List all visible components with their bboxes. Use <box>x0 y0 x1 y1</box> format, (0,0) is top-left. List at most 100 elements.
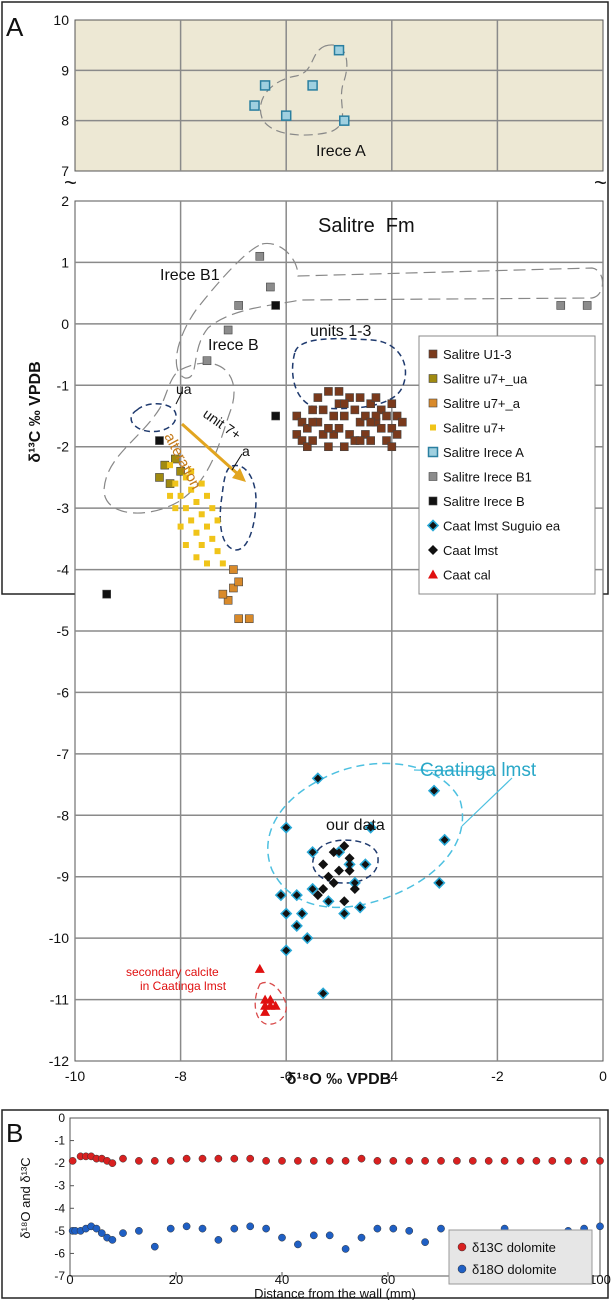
salitre-irece-b-point <box>271 301 280 310</box>
salitre-irece-b-point <box>155 436 164 445</box>
irece-a-point <box>249 100 260 111</box>
d13c-point <box>453 1157 461 1165</box>
caatinga-callout-1 <box>413 769 491 773</box>
salitre-u7--point <box>219 560 226 567</box>
d18o-point <box>421 1238 429 1246</box>
d18o-point <box>357 1233 366 1242</box>
legend-b-marker <box>457 1242 467 1252</box>
salitre-u7-a-point <box>244 614 254 624</box>
lower-y-tick-label: 2 <box>61 193 69 209</box>
salitre-u1-3-point <box>313 393 323 402</box>
caat-lmst-point <box>312 890 323 901</box>
d13c-point <box>294 1157 302 1165</box>
ua-envelope <box>130 403 177 433</box>
legend-a-marker <box>427 446 439 458</box>
salitre-u1-3-point <box>355 436 365 445</box>
lower-y-tick-label: 0 <box>61 316 69 332</box>
salitre-u1-3-point <box>297 436 307 445</box>
d13c-point <box>150 1157 159 1165</box>
caat-lmst-point <box>339 896 350 907</box>
caat-lmst-point <box>344 865 355 876</box>
panel-b-y-tick-label: -7 <box>54 1269 65 1283</box>
lower-y-tick-label: -2 <box>57 439 70 455</box>
salitre-u7--point <box>193 554 200 561</box>
caat-cal-point <box>260 1000 271 1010</box>
irece-a-point <box>280 110 292 121</box>
salitre-u7--point <box>193 499 200 505</box>
caat-cal-point <box>254 963 265 973</box>
d13c-point <box>325 1157 334 1165</box>
salitre-irece-b1-point <box>202 356 212 366</box>
legend-a-label: Salitre Irece B <box>443 494 525 509</box>
caat-cal-point <box>260 1006 271 1016</box>
panel-b-y-tick-label: -2 <box>54 1156 65 1170</box>
d13c-point <box>278 1157 286 1165</box>
lower-x-tick-label: -8 <box>174 1068 187 1084</box>
caat-lmst-suguio-ea-point <box>338 907 351 920</box>
salitre-u1-3-point <box>387 442 397 452</box>
d13c-point <box>405 1157 414 1165</box>
salitre-u1-3-point <box>329 430 339 439</box>
panel-b-x-tick-label: 20 <box>169 1272 183 1287</box>
salitre-u1-3-point <box>324 423 333 433</box>
d18o-point <box>405 1227 414 1235</box>
d18o-point <box>182 1222 191 1231</box>
d13c-point <box>421 1157 429 1165</box>
d18o-point <box>166 1224 175 1233</box>
salitre-u1-3-point <box>324 387 333 396</box>
caat-lmst-point <box>328 847 339 858</box>
legend-b: δ13C dolomite δ18O dolomite <box>457 1240 557 1277</box>
d13c-point <box>484 1157 493 1165</box>
caat-lmst-suguio-ea-point <box>290 889 303 902</box>
legend-a-marker <box>428 349 438 359</box>
salitre-irece-b1-point <box>255 251 265 261</box>
lower-y-tick-label: -6 <box>57 684 70 700</box>
label-units-1-3: units 1-3 <box>310 323 371 340</box>
caatinga-callout-2 <box>461 777 513 827</box>
panel-b-x-tick-label: 40 <box>275 1272 289 1287</box>
lower-x-tick-label: 0 <box>599 1068 607 1084</box>
legend-a-marker <box>426 519 440 532</box>
caat-lmst-suguio-ea-point <box>311 772 325 785</box>
label-irece-b: Irece B <box>208 337 259 354</box>
caat-cal-point <box>270 1000 281 1010</box>
salitre-u1-3-point <box>308 417 317 427</box>
salitre-u7--point <box>188 468 195 475</box>
salitre-u1-3-point <box>366 417 375 427</box>
caat-lmst-suguio-ea-point <box>317 987 330 1000</box>
caat-lmst-suguio-ea-point <box>364 821 377 834</box>
caat-lmst-suguio-ea-point <box>427 784 441 797</box>
d13c-point <box>389 1157 398 1165</box>
a-callout <box>231 453 243 471</box>
legend-a-box <box>418 335 596 595</box>
d13c-point <box>468 1157 477 1165</box>
salitre-irece-b1-point <box>556 301 566 310</box>
label-our-data: our data <box>326 817 385 834</box>
lower-x-tick-label: -2 <box>491 1068 504 1084</box>
d18o-point <box>309 1231 318 1240</box>
d13c-point <box>198 1154 207 1163</box>
salitre-u7--point <box>172 505 179 512</box>
caat-lmst-point <box>334 865 344 876</box>
salitre-u1-3-point <box>387 399 397 409</box>
salitre-u1-3-point <box>355 393 365 402</box>
upper-y-tick-label: 8 <box>61 113 69 129</box>
label-irece-a: Irece A <box>316 143 366 160</box>
legend-a-marker <box>430 424 436 431</box>
salitre-u7--point <box>204 523 210 530</box>
irece-b1-envelope <box>175 242 604 379</box>
units-1-3-envelope <box>291 337 407 410</box>
legend-a-label: Salitre U1-3 <box>443 347 512 362</box>
salitre-u7--point <box>214 548 221 555</box>
panel-b-x-tick-label: 100 <box>589 1272 611 1287</box>
label-caatinga-lmst: Caatinga lmst <box>420 760 537 781</box>
caat-lmst-point <box>349 884 360 894</box>
salitre-u1-3-point <box>303 423 312 433</box>
d13c-point <box>182 1154 191 1163</box>
panel-a-x-label: δ¹⁸O ‰ VPDB <box>287 1071 391 1088</box>
lower-y-tick-label: -11 <box>50 992 69 1008</box>
label-secondary-calcite: secondary calcite <box>126 965 219 979</box>
panel-b-x-label: Distance from the wall (mm) <box>254 1286 416 1300</box>
legend-a-marker <box>428 472 438 481</box>
